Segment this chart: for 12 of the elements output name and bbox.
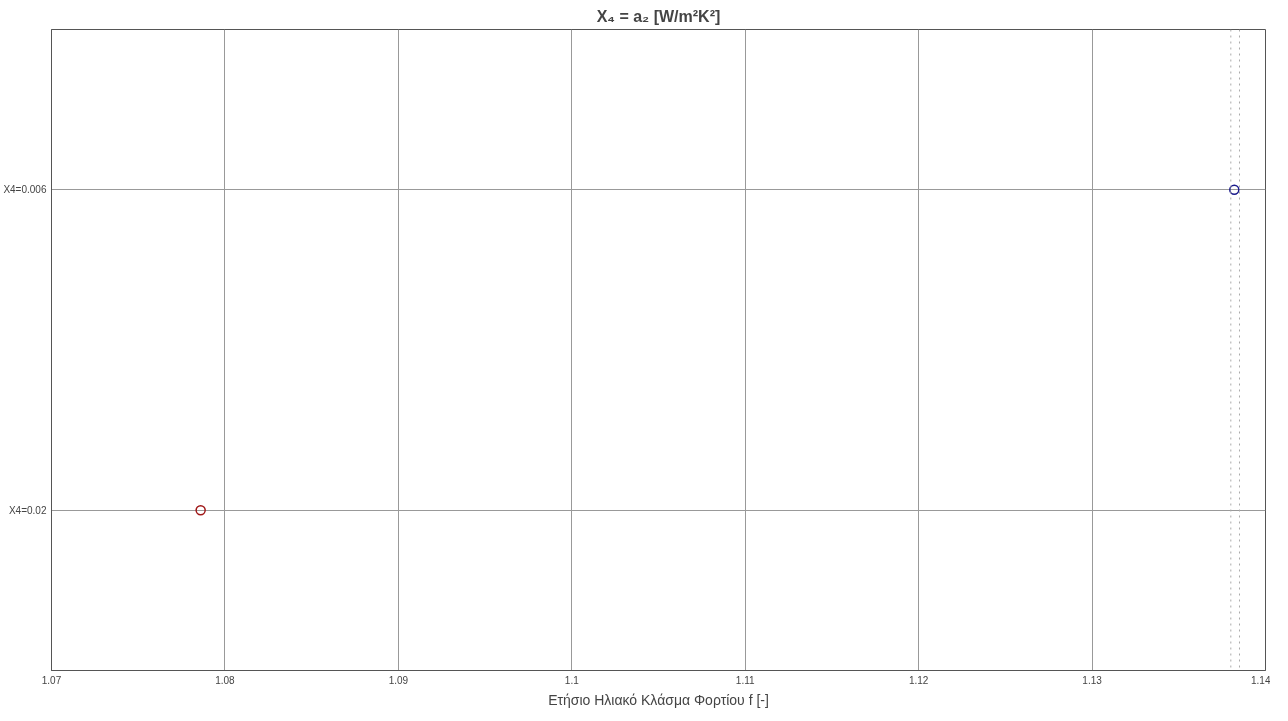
x-tick-label: 1.14 [1251, 674, 1271, 686]
x-tick-label: 1.13 [1082, 674, 1103, 686]
y-tick-label: X4=0.02 [8, 504, 47, 516]
chart-title: X₄ = a₂ [W/m²K²] [596, 7, 721, 25]
x-axis-title: Ετήσιο Ηλιακό Κλάσμα Φορτίου f [-] [548, 691, 769, 708]
x-tick-label: 1.12 [908, 674, 929, 686]
x-tick-label: 1.1 [564, 674, 580, 686]
x-tick-label: 1.07 [41, 674, 62, 686]
y-tick-label: X4=0.006 [3, 184, 47, 196]
x-tick-label: 1.09 [388, 674, 409, 686]
x-tick-label: 1.08 [215, 674, 236, 686]
x-tick-label: 1.11 [735, 674, 756, 686]
